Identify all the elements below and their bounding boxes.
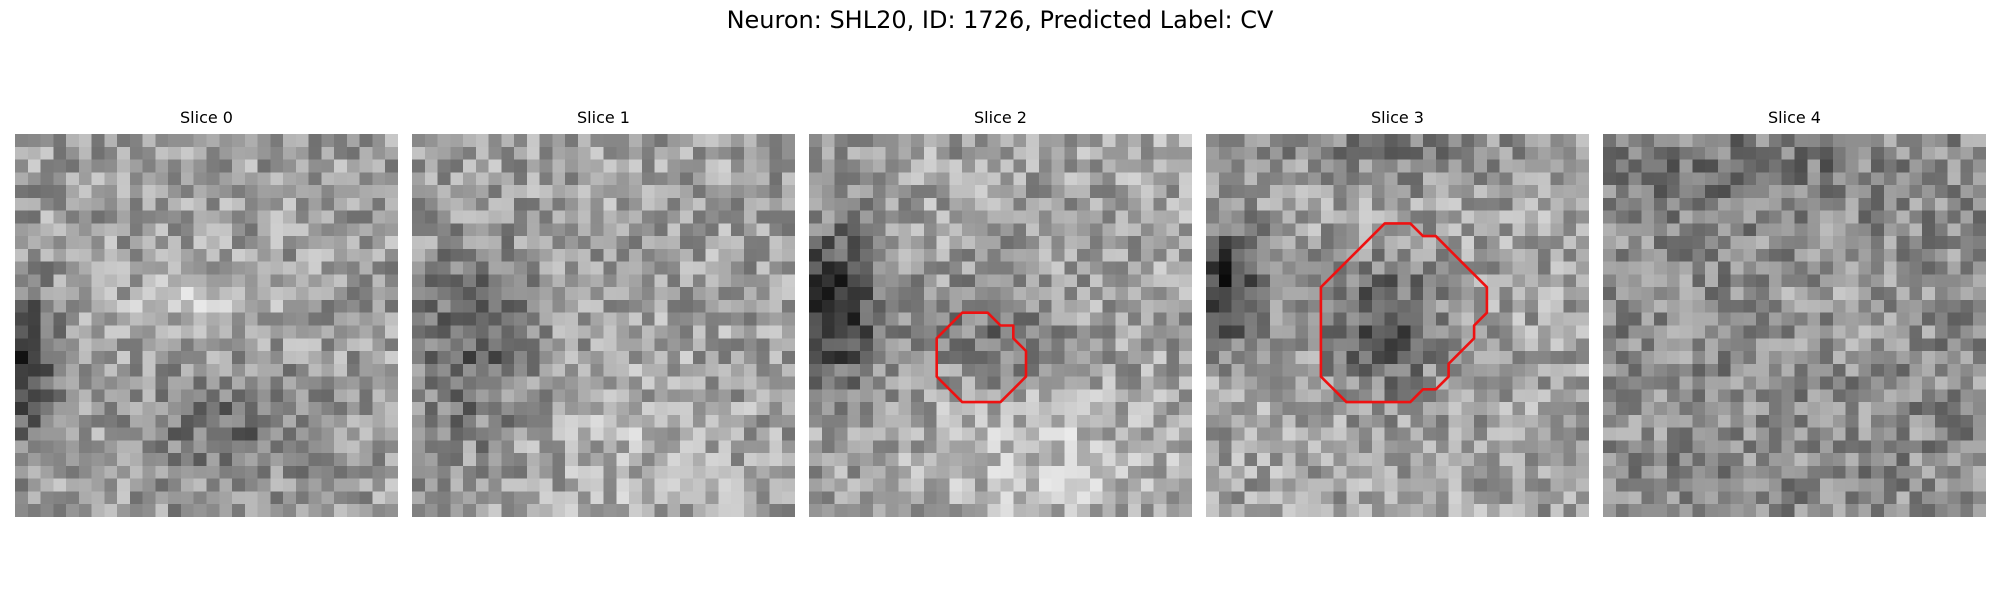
panel-title: Slice 0 (180, 108, 233, 127)
panel-title: Slice 3 (1371, 108, 1424, 127)
panel-slice-3: Slice 3 (1206, 108, 1589, 517)
panel-title: Slice 1 (577, 108, 630, 127)
slice-image (809, 134, 1192, 517)
roi-contour (1319, 222, 1489, 404)
panel-slice-2: Slice 2 (809, 108, 1192, 517)
slice-image (1206, 134, 1589, 517)
slice-image (15, 134, 398, 517)
panel-title: Slice 2 (974, 108, 1027, 127)
slice-image (412, 134, 795, 517)
panel-slice-4: Slice 4 (1603, 108, 1986, 517)
figure-title: Neuron: SHL20, ID: 1726, Predicted Label… (726, 6, 1274, 34)
panel-slice-1: Slice 1 (412, 108, 795, 517)
panel-title: Slice 4 (1768, 108, 1821, 127)
roi-contour (935, 311, 1028, 404)
slice-image (1603, 134, 1986, 517)
panel-slice-0: Slice 0 (15, 108, 398, 517)
